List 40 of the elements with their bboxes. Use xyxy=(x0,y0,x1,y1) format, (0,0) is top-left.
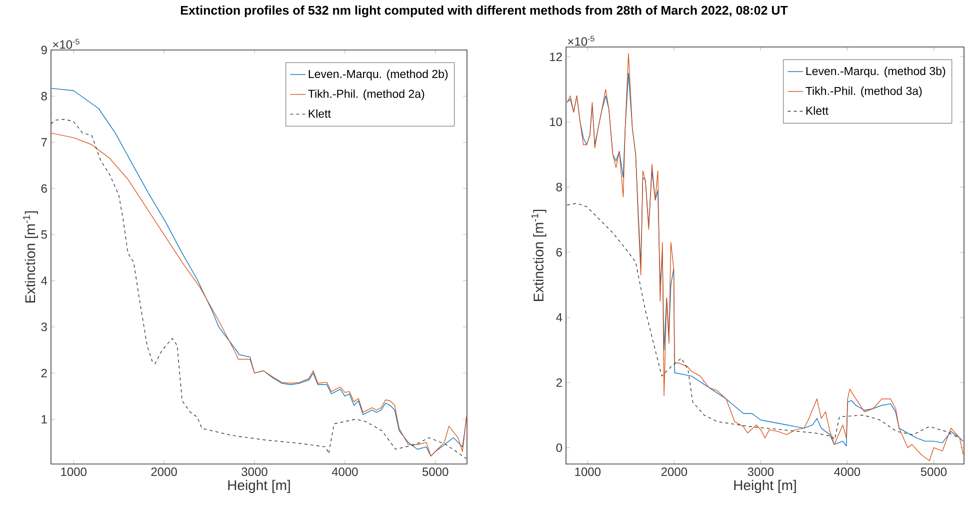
y-tick-label: 7 xyxy=(41,138,47,146)
y-tick-label: 2 xyxy=(556,378,562,387)
y-tick-label: 4 xyxy=(556,313,562,322)
y-tick-label: 0 xyxy=(556,443,562,452)
x-axis-title: Height [m] xyxy=(734,480,796,493)
y-tick-label: 10 xyxy=(550,118,562,126)
x-tick-label: 3000 xyxy=(748,468,774,476)
legend-label: Klett xyxy=(806,106,828,115)
y-axis-title: Extinction [m$^{-1}$] xyxy=(23,211,38,302)
legend-label: Tikh.-Phil. (method 3a) xyxy=(806,86,922,98)
x-tick-label: 4000 xyxy=(332,468,358,476)
y-tick-label: 3 xyxy=(41,322,47,332)
y-tick-label: 4 xyxy=(41,276,48,285)
y-tick-label: 2 xyxy=(41,368,47,378)
text: ×10$^{-5}$ xyxy=(568,36,594,46)
y-tick-label: 1 xyxy=(42,415,47,424)
x-tick-label: 5000 xyxy=(920,468,947,476)
y-tick-label: 5 xyxy=(41,230,47,239)
legend-label: Leven.-Marqu. (method 3b) xyxy=(806,66,946,78)
line-series xyxy=(566,203,960,440)
x-tick-label: 1000 xyxy=(575,468,601,476)
y-tick-label: 6 xyxy=(41,184,47,193)
x-axis-title: Height [m] xyxy=(228,480,290,493)
y-tick-label: 9 xyxy=(41,46,47,54)
y-tick-label: 8 xyxy=(41,92,47,100)
legend-label: Tikh.-Phil. (method 2a) xyxy=(308,89,424,100)
x-tick-label: 4000 xyxy=(834,468,860,476)
y-tick-label: 8 xyxy=(556,182,562,192)
chart-title: Extinction profiles of 532 nm light computed with different methods from 28th of March 2022, 08:02 UT xyxy=(180,6,788,18)
x-tick-label: 3000 xyxy=(242,468,268,476)
legend-label: Leven.-Marqu. (method 2b) xyxy=(308,70,448,80)
x-tick-label: 5000 xyxy=(422,468,448,476)
x-tick-label: 2000 xyxy=(661,468,688,476)
y-tick-label: 12 xyxy=(550,52,562,61)
x-tick-label: 1000 xyxy=(61,468,86,476)
x-tick-label: 2000 xyxy=(151,468,177,476)
legend-label: Klett xyxy=(308,109,331,118)
y-axis-title: Extinction [m$^{-1}$] xyxy=(531,210,546,301)
y-tick-label: 6 xyxy=(556,248,562,256)
text: ×10$^{-5}$ xyxy=(53,38,80,49)
